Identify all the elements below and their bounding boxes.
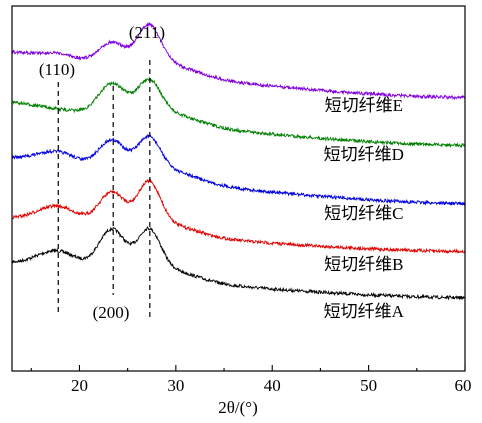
peak-label-1: (110) bbox=[39, 60, 75, 79]
x-tick-label: 50 bbox=[360, 376, 377, 395]
series-line-3 bbox=[11, 133, 466, 207]
peak-label-3: (211) bbox=[129, 23, 165, 42]
series-label-3: 短切纤维C bbox=[324, 204, 403, 223]
series-label-4: 短切纤维D bbox=[324, 145, 404, 164]
series-label-2: 短切纤维B bbox=[324, 255, 403, 274]
peak-labels: (110) (200) (211) bbox=[39, 23, 165, 322]
series-line-2 bbox=[11, 178, 466, 254]
x-axis-label: 2θ/(°) bbox=[218, 398, 258, 417]
series-label-1: 短切纤维A bbox=[324, 302, 405, 321]
peak-label-2: (200) bbox=[93, 303, 130, 322]
series-line-5 bbox=[11, 21, 466, 101]
x-tick-label: 30 bbox=[167, 376, 184, 395]
x-tick-label: 20 bbox=[71, 376, 88, 395]
x-tick-label: 40 bbox=[264, 376, 281, 395]
series-line-1 bbox=[11, 226, 466, 301]
x-tick-label: 60 bbox=[455, 376, 472, 395]
series-labels: 短切纤维A 短切纤维B 短切纤维C 短切纤维D 短切纤维E bbox=[324, 96, 405, 321]
peak-reference-lines bbox=[57, 60, 151, 318]
series-line-4 bbox=[11, 76, 466, 149]
plot-frame bbox=[11, 5, 466, 372]
x-axis-ticks: 20 30 40 50 60 bbox=[30, 365, 472, 395]
series-label-5: 短切纤维E bbox=[325, 96, 403, 115]
series-curves bbox=[11, 21, 466, 301]
